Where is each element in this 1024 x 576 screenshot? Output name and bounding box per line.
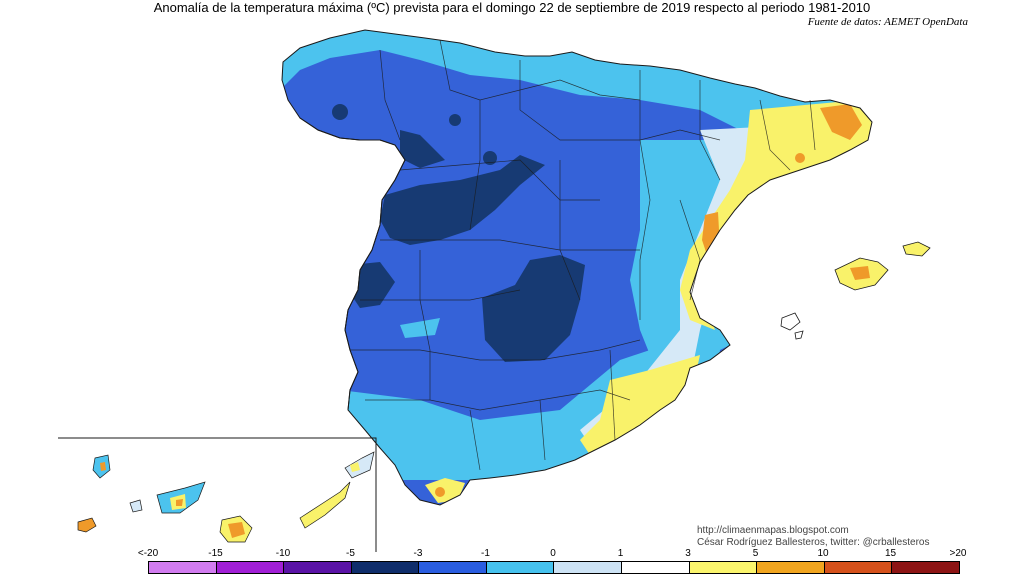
legend-color-bar bbox=[148, 561, 960, 574]
legend-label: -10 bbox=[275, 548, 291, 559]
legend-label: 1 bbox=[617, 548, 624, 559]
legend-label: 10 bbox=[817, 548, 829, 559]
credit-author: César Rodríguez Ballesteros, twitter: @c… bbox=[697, 537, 930, 548]
peninsula-fill bbox=[281, 29, 873, 506]
balearic-islands bbox=[780, 241, 931, 340]
legend-swatch bbox=[824, 562, 893, 573]
legend-swatch bbox=[622, 562, 690, 573]
legend-label: -1 bbox=[481, 548, 490, 559]
legend-swatch bbox=[554, 562, 623, 573]
legend-swatch bbox=[892, 562, 959, 573]
legend-label: 5 bbox=[752, 548, 759, 559]
legend-swatch bbox=[284, 562, 352, 573]
legend-label: >20 bbox=[949, 548, 967, 559]
legend-label: <-20 bbox=[137, 548, 159, 559]
legend-label: -3 bbox=[413, 548, 423, 559]
portugal-border bbox=[299, 117, 406, 411]
legend-swatch bbox=[351, 562, 420, 573]
legend-label: 15 bbox=[884, 548, 897, 559]
legend-label: 3 bbox=[685, 548, 691, 559]
legend-label: -15 bbox=[208, 548, 223, 559]
canary-islands-inset bbox=[58, 437, 377, 552]
legend-swatch bbox=[149, 562, 217, 573]
legend-swatch bbox=[757, 562, 825, 573]
credit-url: http://climaenmapas.blogspot.com bbox=[697, 525, 849, 536]
legend-swatch bbox=[486, 562, 555, 573]
data-source: Fuente de datos: AEMET OpenData bbox=[807, 16, 968, 28]
legend-swatch bbox=[689, 562, 758, 573]
legend-swatch bbox=[216, 562, 285, 573]
map-title: Anomalía de la temperatura máxima (ºC) p… bbox=[153, 0, 871, 15]
legend-label: -5 bbox=[346, 548, 355, 559]
legend-labels: <-20 -15 -10 -5 -3 -1 0 1 3 5 10 15 >20 bbox=[0, 548, 1024, 560]
legend-label: 0 bbox=[550, 548, 556, 559]
legend-swatch bbox=[419, 562, 487, 573]
